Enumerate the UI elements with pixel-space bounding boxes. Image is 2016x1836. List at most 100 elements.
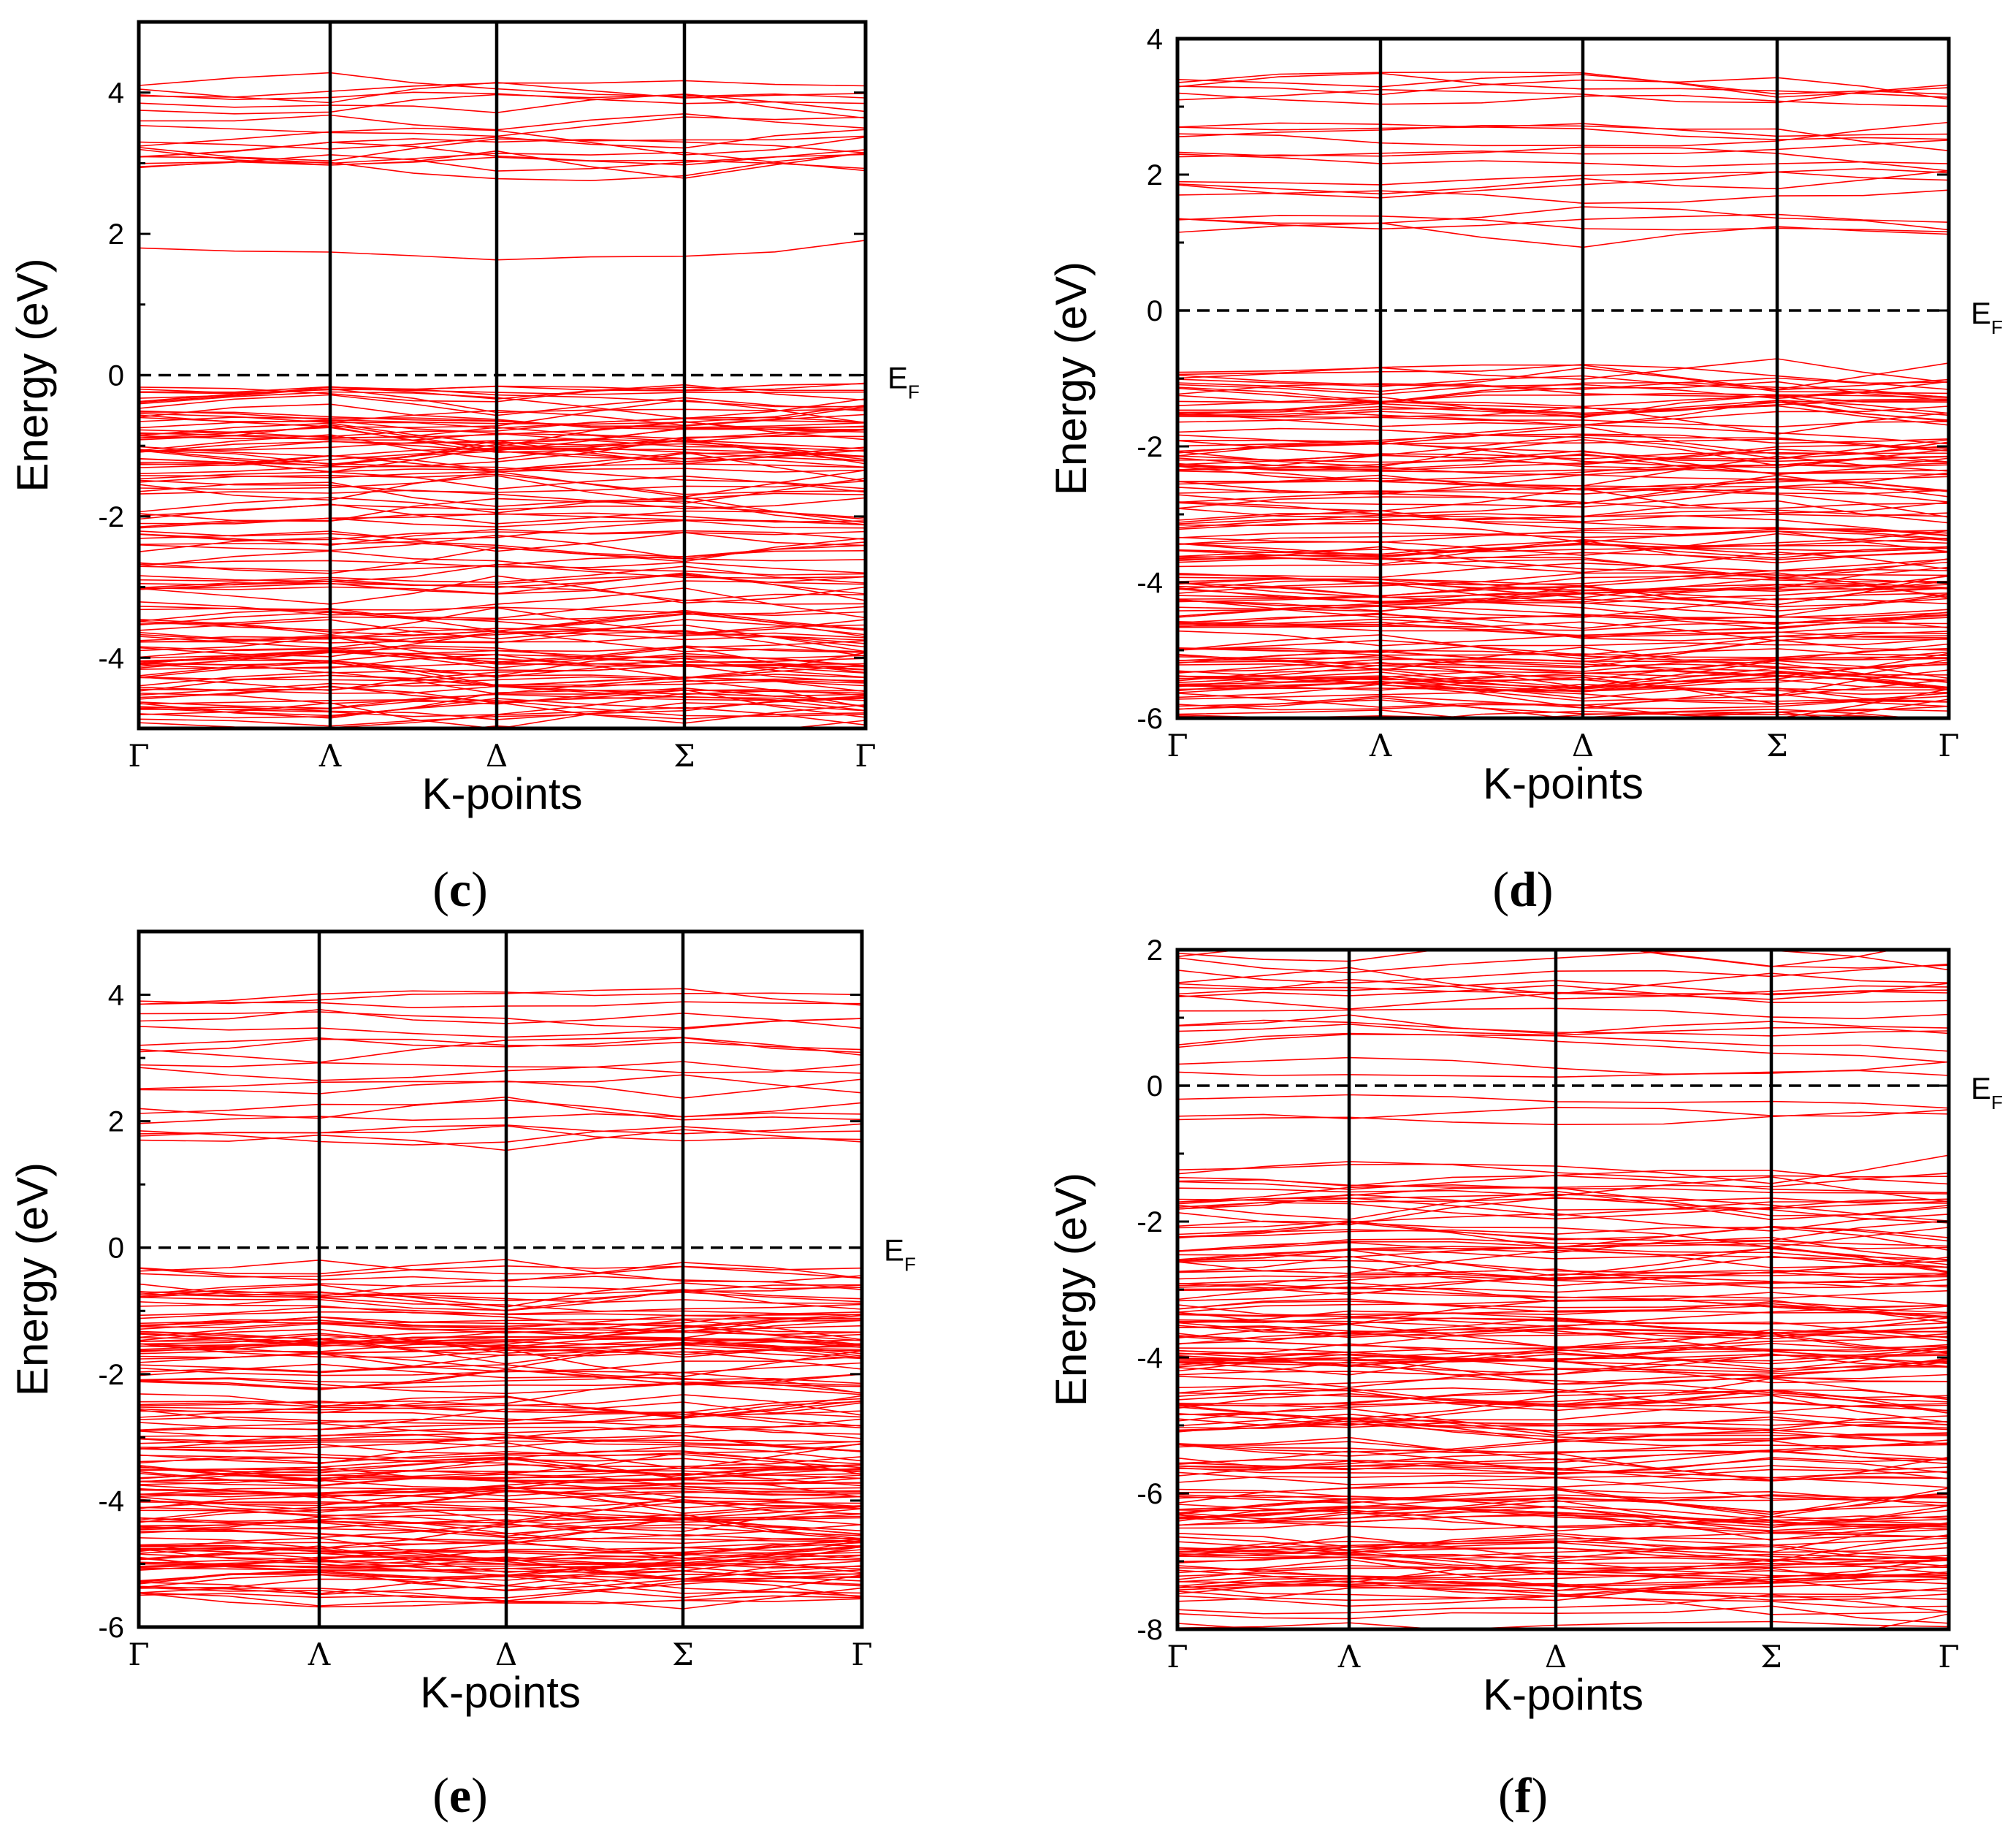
band-line (139, 576, 866, 595)
kpoint-label: Δ (1572, 728, 1594, 763)
band-line (139, 560, 866, 574)
y-tick-label: -8 (1137, 1614, 1163, 1646)
y-tick-label: 0 (1147, 1070, 1163, 1102)
y-tick-label: 0 (108, 360, 124, 392)
fermi-label: EF (884, 1233, 916, 1276)
panel-e: -6 -4 -2 0 2 4 Γ Λ Δ Σ Γ K-points Energy (eV) EF (e) (8, 929, 916, 1823)
band-line (1177, 1056, 1949, 1075)
band-line (139, 93, 866, 114)
kpoint-label: Σ (1760, 1639, 1782, 1675)
y-axis-label: Energy (eV) (1047, 1173, 1096, 1406)
kpoint-label: Γ (1167, 728, 1188, 763)
kpoint-label: Γ (855, 738, 876, 774)
band-line (1177, 697, 1949, 718)
y-tick-label: 0 (1147, 295, 1163, 327)
band-line (139, 1061, 862, 1081)
y-tick-label: 4 (108, 980, 124, 1012)
fermi-label: EF (887, 361, 920, 403)
y-tick-label: -4 (1137, 567, 1163, 599)
kpoint-label: Λ (1337, 1639, 1361, 1675)
y-tick-label: -2 (98, 1359, 124, 1391)
y-axis-label: Energy (eV) (8, 258, 57, 492)
kpoint-label: Γ (851, 1637, 872, 1672)
x-axis-label: K-points (1483, 759, 1643, 808)
panel-caption: (e) (432, 1767, 488, 1823)
kpoint-label: Γ (1938, 1639, 1959, 1675)
kpoint-label: Σ (672, 1637, 694, 1672)
y-tick-label: -2 (98, 501, 124, 533)
band-line (139, 1468, 862, 1479)
y-tick-label: 4 (1147, 23, 1163, 56)
band-line (139, 1112, 862, 1124)
band-line (1177, 1594, 1949, 1615)
y-tick-label: -2 (1137, 431, 1163, 463)
band-line (139, 1001, 862, 1009)
y-tick-label: 2 (108, 218, 124, 251)
y-tick-label: -6 (98, 1612, 124, 1644)
bands-e (139, 988, 862, 1610)
band-line (139, 1011, 862, 1029)
band-line (139, 599, 866, 620)
kpoint-label: Δ (495, 1637, 517, 1672)
band-line (1177, 950, 1949, 969)
band-line (139, 113, 866, 131)
band-line (1177, 978, 1949, 999)
kpoint-label: Λ (1369, 728, 1392, 763)
x-axis-label: K-points (420, 1668, 581, 1717)
band-line (1177, 1342, 1949, 1361)
band-line (139, 1018, 862, 1038)
y-tick-label: -4 (98, 1485, 124, 1517)
x-axis-label: K-points (421, 769, 582, 818)
panel-caption: (d) (1492, 861, 1553, 917)
bands-c (139, 72, 866, 728)
y-tick-label: 2 (1147, 934, 1163, 967)
band-line (1177, 696, 1949, 709)
kpoint-label: Γ (128, 1637, 149, 1672)
band-line (139, 1008, 862, 1029)
y-tick-label: 2 (108, 1106, 124, 1138)
band-line (139, 550, 866, 576)
band-line (139, 541, 866, 557)
fermi-label: EF (1971, 1071, 2003, 1113)
band-line (1177, 1032, 1949, 1052)
y-tick-label: -6 (1137, 703, 1163, 735)
band-line (1177, 1605, 1949, 1624)
kpoint-label: Λ (308, 1637, 331, 1672)
band-line (1177, 1613, 1949, 1629)
plot-frame (137, 929, 864, 1629)
y-axis-label: Energy (eV) (8, 1162, 57, 1396)
kpoint-label: Σ (1766, 728, 1788, 763)
band-line (1177, 606, 1949, 624)
x-axis-label: K-points (1483, 1670, 1643, 1719)
band-line (1177, 950, 1949, 974)
y-axis-label: Energy (eV) (1047, 262, 1096, 495)
band-line (139, 1125, 862, 1142)
panel-c: -4 -2 0 2 4 Γ Λ Δ Σ Γ K-points Energy (eV) EF (c) (8, 20, 920, 917)
band-line (1177, 1070, 1949, 1078)
y-tick-label: 2 (1147, 159, 1163, 191)
band-line (1177, 1007, 1949, 1020)
kpoint-label: Λ (318, 738, 342, 774)
band-line (1177, 74, 1949, 95)
panel-d: -6 -4 -2 0 2 4 Γ Λ Δ Σ Γ K-points Energy (eV) EF (d) (1047, 23, 2003, 917)
y-tick-label: -2 (1137, 1206, 1163, 1238)
band-line (1177, 486, 1949, 508)
kpoint-label: Δ (1545, 1639, 1567, 1675)
band-line (1177, 1587, 1949, 1615)
band-line (1177, 1595, 1949, 1608)
band-line (1177, 1094, 1949, 1109)
band-line (139, 496, 866, 520)
band-line (139, 1259, 862, 1283)
kpoint-label: Γ (1938, 728, 1959, 763)
bands-d (1177, 71, 1949, 718)
band-line (139, 1126, 862, 1146)
kpoint-label: Γ (128, 738, 149, 774)
band-line (1177, 509, 1949, 527)
panel-f: -8 -6 -4 -2 0 2 Γ Λ Δ Σ Γ K-points Energy (eV) EF (f) (1047, 934, 2003, 1823)
band-line (1177, 1033, 1949, 1063)
band-line (1177, 169, 1949, 195)
y-tick-label: 0 (108, 1233, 124, 1265)
kpoint-label: Σ (673, 738, 695, 774)
y-tick-label: -6 (1137, 1478, 1163, 1510)
panel-caption: (c) (432, 861, 488, 917)
